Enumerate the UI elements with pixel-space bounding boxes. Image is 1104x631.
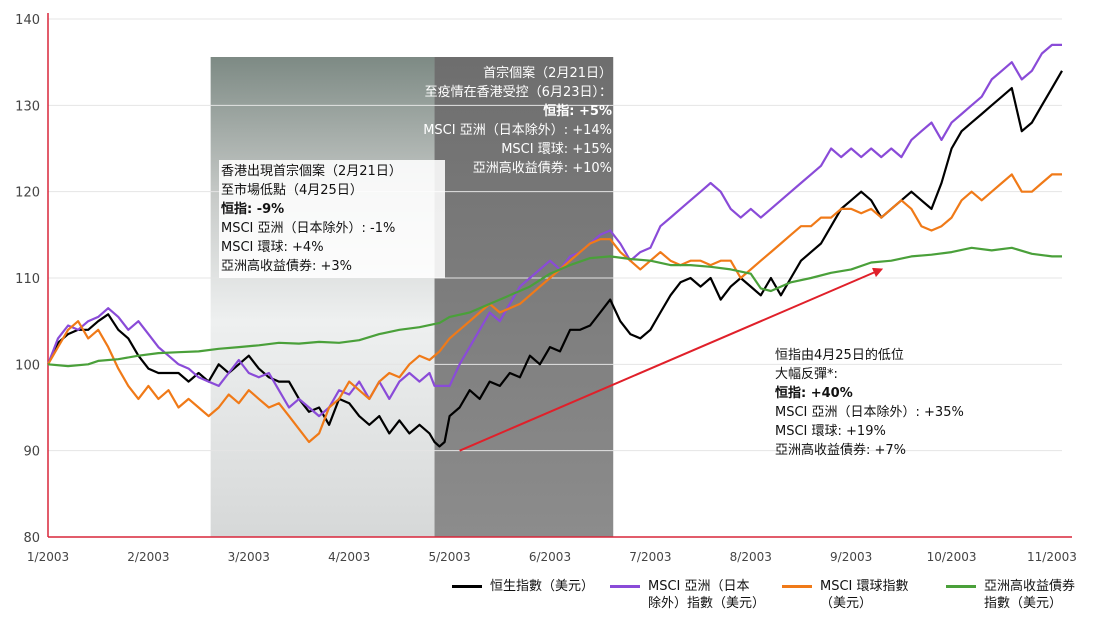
- y-tick-label: 90: [23, 445, 40, 460]
- y-tick-label: 100: [15, 358, 40, 373]
- annotation-line: 恒指由4月25日的低位: [775, 348, 904, 363]
- annotation-line: 亞洲高收益債券: +7%: [775, 443, 907, 458]
- annotation-line: MSCI 亞洲（日本除外）: +35%: [775, 405, 964, 420]
- annotation-line: 恒指: +5%: [543, 104, 612, 119]
- rebound-arrow-line: [459, 267, 884, 452]
- legend-item-msci-asia: MSCI 亞洲（日本 除外）指數（美元）: [610, 578, 765, 612]
- y-tick-label: 80: [23, 531, 40, 546]
- annotation-line: MSCI 環球: +15%: [501, 142, 612, 157]
- rebound-arrow: [459, 267, 884, 452]
- x-tick-label: 2/2003: [127, 550, 169, 564]
- annotation-line: 香港出現首宗個案（2月21日）: [221, 164, 402, 179]
- legend-swatch: [452, 585, 482, 588]
- msci-asia-line: [46, 43, 1062, 418]
- asia-high-yield-line: [47, 246, 1062, 368]
- legend-swatch: [782, 585, 812, 588]
- y-tick-label: 110: [15, 272, 40, 287]
- annotation-line: 亞洲高收益債券: +3%: [221, 259, 353, 274]
- dark-shaded-period: [434, 57, 614, 537]
- legend-label: 恒生指數（美元）: [490, 579, 595, 594]
- legend-swatch: [610, 585, 640, 588]
- y-tick-label: 120: [15, 186, 40, 201]
- annotation-line: MSCI 亞洲（日本除外）: +14%: [423, 123, 612, 138]
- x-tick-label: 3/2003: [228, 550, 270, 564]
- annotation-line: 首宗個案（2月21日）: [483, 66, 612, 81]
- legend-swatch: [946, 585, 976, 588]
- annotation-line: 至市場低點（4月25日）: [221, 183, 363, 198]
- shaded-periods: [210, 57, 614, 537]
- axes: 80 90 100 110 120 130 140 1/2003 2/2003 3/2003 4/2…: [15, 13, 1077, 564]
- annotation-line: 至疫情在香港受控（6月23日）：: [424, 85, 612, 100]
- y-tick-label: 140: [15, 13, 40, 28]
- x-tick-label: 9/2003: [830, 550, 872, 564]
- legend: 恒生指數（美元） MSCI 亞洲（日本 除外）指數（美元） MSCI 環球指數 …: [452, 578, 1102, 618]
- legend-label: 亞洲高收益債券 指數（美元）: [984, 579, 1076, 611]
- legend-label: MSCI 環球指數 （美元）: [820, 579, 909, 611]
- x-tick-label: 4/2003: [328, 550, 370, 564]
- annotation-line: MSCI 環球: +19%: [775, 424, 886, 439]
- legend-item-asia-high-yield: 亞洲高收益債券 指數（美元）: [946, 578, 1075, 612]
- x-tick-label: 10/2003: [927, 550, 977, 564]
- annotation-line: MSCI 環球: +4%: [221, 240, 324, 255]
- annotation-rebound: 恒指由4月25日的低位 大幅反彈*: 恒指: +40% MSCI 亞洲（日本除外…: [775, 346, 1015, 460]
- legend-item-msci-world: MSCI 環球指數 （美元）: [782, 578, 909, 612]
- annotation-line: 亞洲高收益債券: +10%: [472, 161, 612, 176]
- x-tick-label: 1/2003: [27, 550, 69, 564]
- x-tick-label: 6/2003: [529, 550, 571, 564]
- x-tick-label: 7/2003: [629, 550, 671, 564]
- legend-item-hang-seng: 恒生指數（美元）: [452, 578, 594, 595]
- msci-world-line: [47, 173, 1062, 444]
- photo-shaded-period: [210, 57, 435, 537]
- y-tick-label: 130: [15, 99, 40, 114]
- x-tick-label: 5/2003: [428, 550, 470, 564]
- annotation-line: 大幅反彈*:: [775, 367, 838, 382]
- annotation-line: MSCI 亞洲（日本除外）: -1%: [221, 221, 396, 236]
- legend-label: MSCI 亞洲（日本 除外）指數（美元）: [648, 579, 766, 611]
- annotation-line: 恒指: -9%: [221, 202, 285, 217]
- annotation-first-case-to-low: 香港出現首宗個案（2月21日） 至市場低點（4月25日） 恒指: -9% MSC…: [219, 160, 445, 278]
- x-tick-label: 11/2003: [1027, 550, 1077, 564]
- annotation-line: 恒指: +40%: [775, 386, 853, 401]
- series-lines: [46, 43, 1063, 448]
- annotation-outbreak-to-control: 首宗個案（2月21日） 至疫情在香港受控（6月23日）： 恒指: +5% MSC…: [360, 64, 612, 178]
- x-tick-label: 8/2003: [730, 550, 772, 564]
